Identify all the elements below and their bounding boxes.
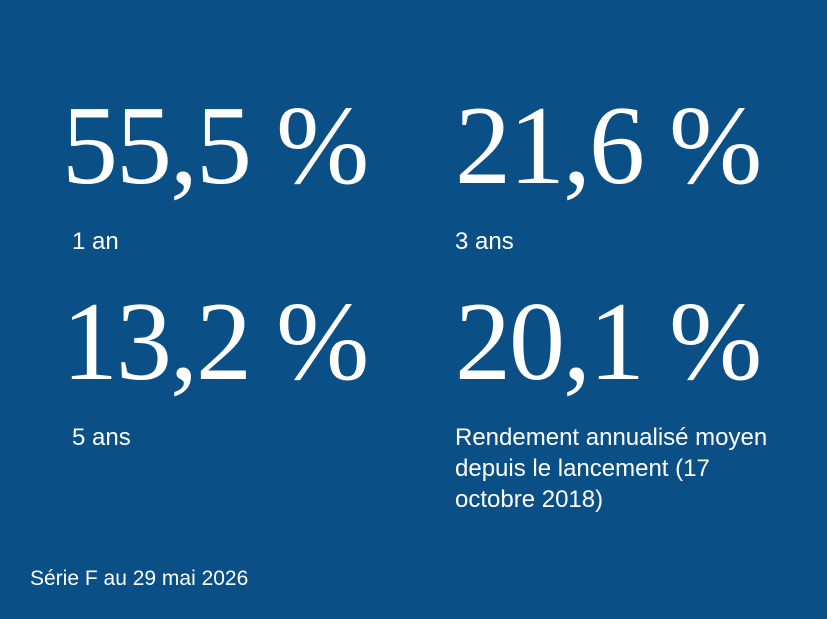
stat-label: 5 ans [72, 424, 131, 451]
footer-note: Série F au 29 mai 2026 [30, 567, 249, 590]
stat-value: 20,1 % [455, 280, 762, 404]
stat-label: Rendement annualisé moyen depuis le lanc… [455, 424, 768, 513]
stat-value: 21,6 % [455, 84, 762, 208]
stat-label: 3 ans [455, 228, 514, 255]
stat-label: 1 an [72, 228, 119, 255]
stat-value: 13,2 % [62, 280, 369, 404]
stat-value: 55,5 % [62, 84, 369, 208]
